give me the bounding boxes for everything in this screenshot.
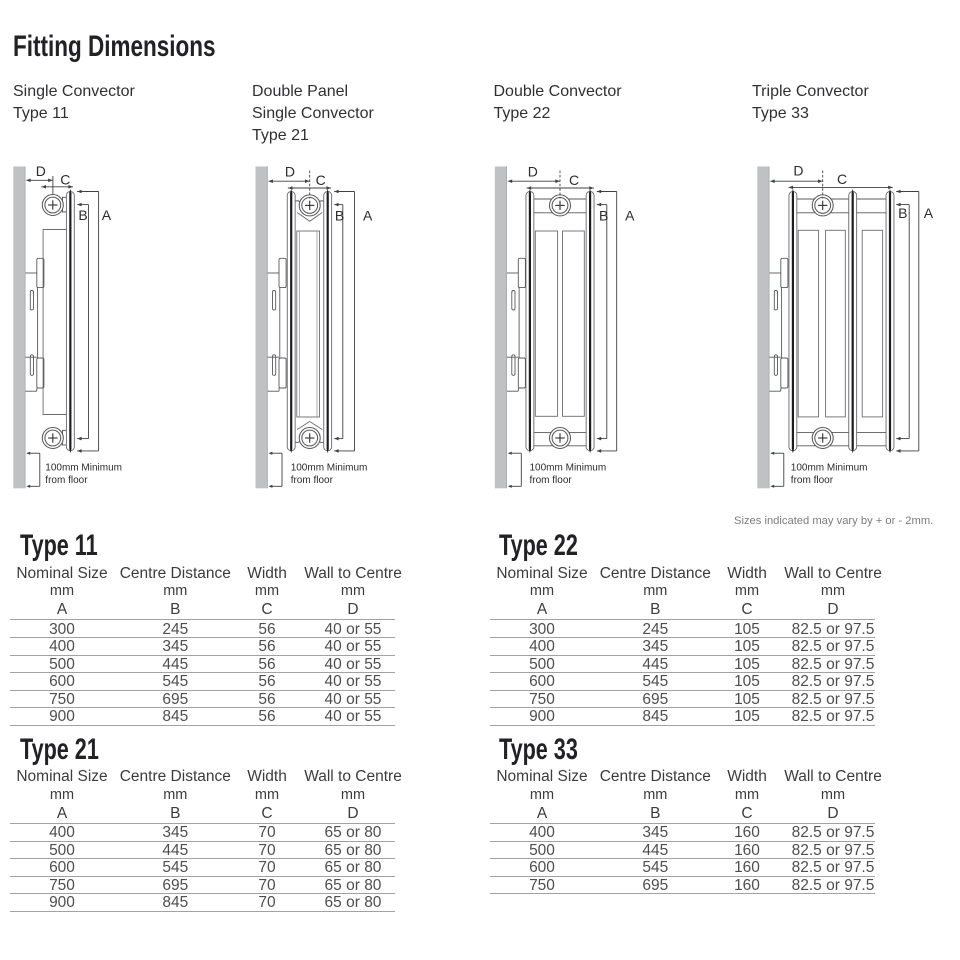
svg-text:A: A [625, 207, 635, 223]
svg-text:100mm Minimum: 100mm Minimum [530, 462, 607, 473]
svg-text:B: B [599, 207, 608, 223]
svg-text:D: D [285, 164, 295, 180]
svg-text:B: B [78, 207, 87, 223]
svg-text:C: C [60, 171, 70, 187]
svg-text:C: C [569, 172, 579, 188]
svg-text:from floor: from floor [45, 475, 88, 486]
svg-text:100mm Minimum: 100mm Minimum [45, 462, 122, 473]
svg-text:from floor: from floor [530, 475, 573, 486]
svg-text:D: D [793, 163, 803, 179]
svg-text:from floor: from floor [791, 475, 834, 486]
svg-text:C: C [837, 171, 847, 187]
svg-text:100mm Minimum: 100mm Minimum [291, 462, 368, 473]
svg-text:D: D [36, 163, 46, 179]
svg-text:A: A [363, 207, 373, 223]
svg-text:B: B [898, 205, 907, 221]
svg-text:from floor: from floor [291, 475, 334, 486]
svg-text:A: A [924, 205, 934, 221]
svg-text:D: D [528, 164, 538, 180]
svg-text:C: C [316, 172, 326, 188]
svg-text:A: A [102, 207, 112, 223]
svg-text:B: B [335, 207, 344, 223]
svg-text:100mm Minimum: 100mm Minimum [791, 462, 868, 473]
